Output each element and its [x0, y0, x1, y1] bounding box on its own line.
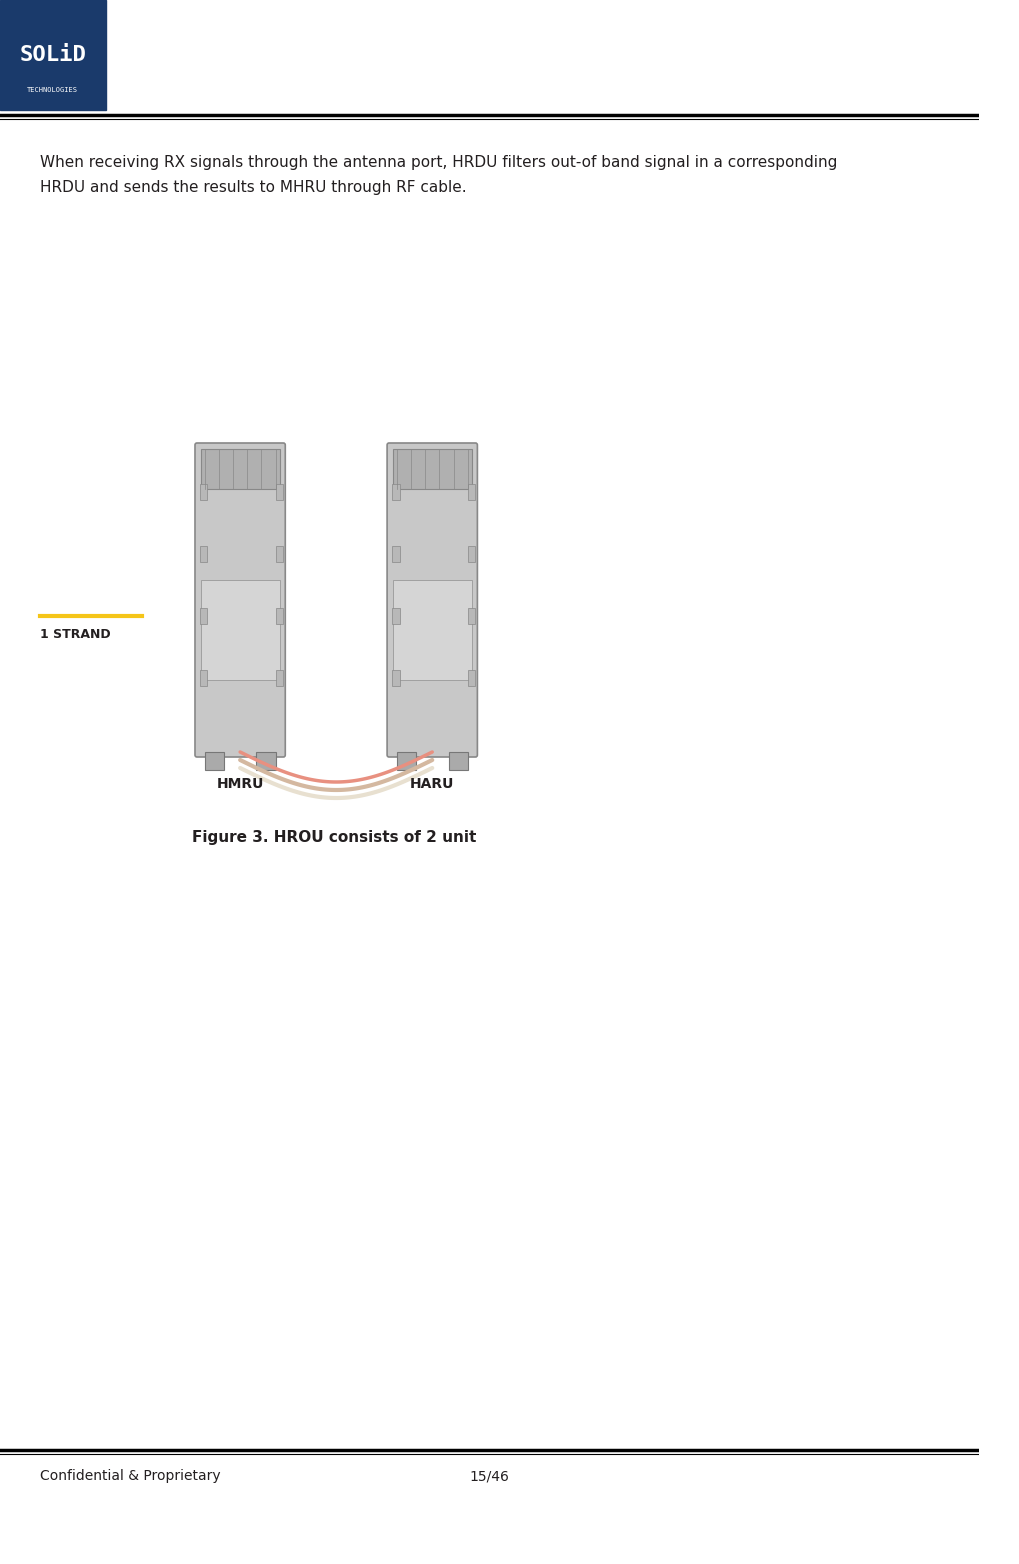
Bar — [393, 449, 472, 490]
Text: HMRU: HMRU — [216, 777, 264, 791]
Text: 1 STRAND: 1 STRAND — [41, 627, 111, 641]
Bar — [468, 669, 476, 685]
Bar — [468, 483, 476, 499]
Bar — [201, 449, 279, 490]
Bar — [276, 669, 283, 685]
Bar — [200, 546, 208, 561]
Bar — [392, 607, 399, 624]
Text: SOLiD: SOLiD — [19, 45, 87, 66]
Bar — [396, 752, 416, 769]
Bar — [392, 546, 399, 561]
Bar — [448, 752, 468, 769]
Bar — [468, 607, 476, 624]
FancyBboxPatch shape — [195, 443, 285, 757]
Bar — [392, 669, 399, 685]
Text: When receiving RX signals through the antenna port, HRDU filters out-of band sig: When receiving RX signals through the an… — [41, 155, 838, 170]
Bar — [201, 580, 279, 680]
Bar — [276, 483, 283, 499]
Bar — [0, 0, 106, 109]
Bar — [393, 580, 472, 680]
Text: Confidential & Proprietary: Confidential & Proprietary — [41, 1469, 221, 1483]
Text: HRDU and sends the results to MHRU through RF cable.: HRDU and sends the results to MHRU throu… — [41, 180, 467, 196]
Text: TECHNOLOGIES: TECHNOLOGIES — [28, 88, 78, 92]
Bar — [276, 546, 283, 561]
Text: HARU: HARU — [410, 777, 454, 791]
Bar — [200, 669, 208, 685]
Text: Figure 3. HROU consists of 2 unit: Figure 3. HROU consists of 2 unit — [193, 830, 477, 845]
FancyBboxPatch shape — [387, 443, 477, 757]
Bar — [392, 483, 399, 499]
Bar — [276, 607, 283, 624]
Bar — [200, 483, 208, 499]
Bar — [468, 546, 476, 561]
Bar — [257, 752, 276, 769]
Bar — [200, 607, 208, 624]
Text: 15/46: 15/46 — [469, 1469, 508, 1483]
Bar — [205, 752, 224, 769]
